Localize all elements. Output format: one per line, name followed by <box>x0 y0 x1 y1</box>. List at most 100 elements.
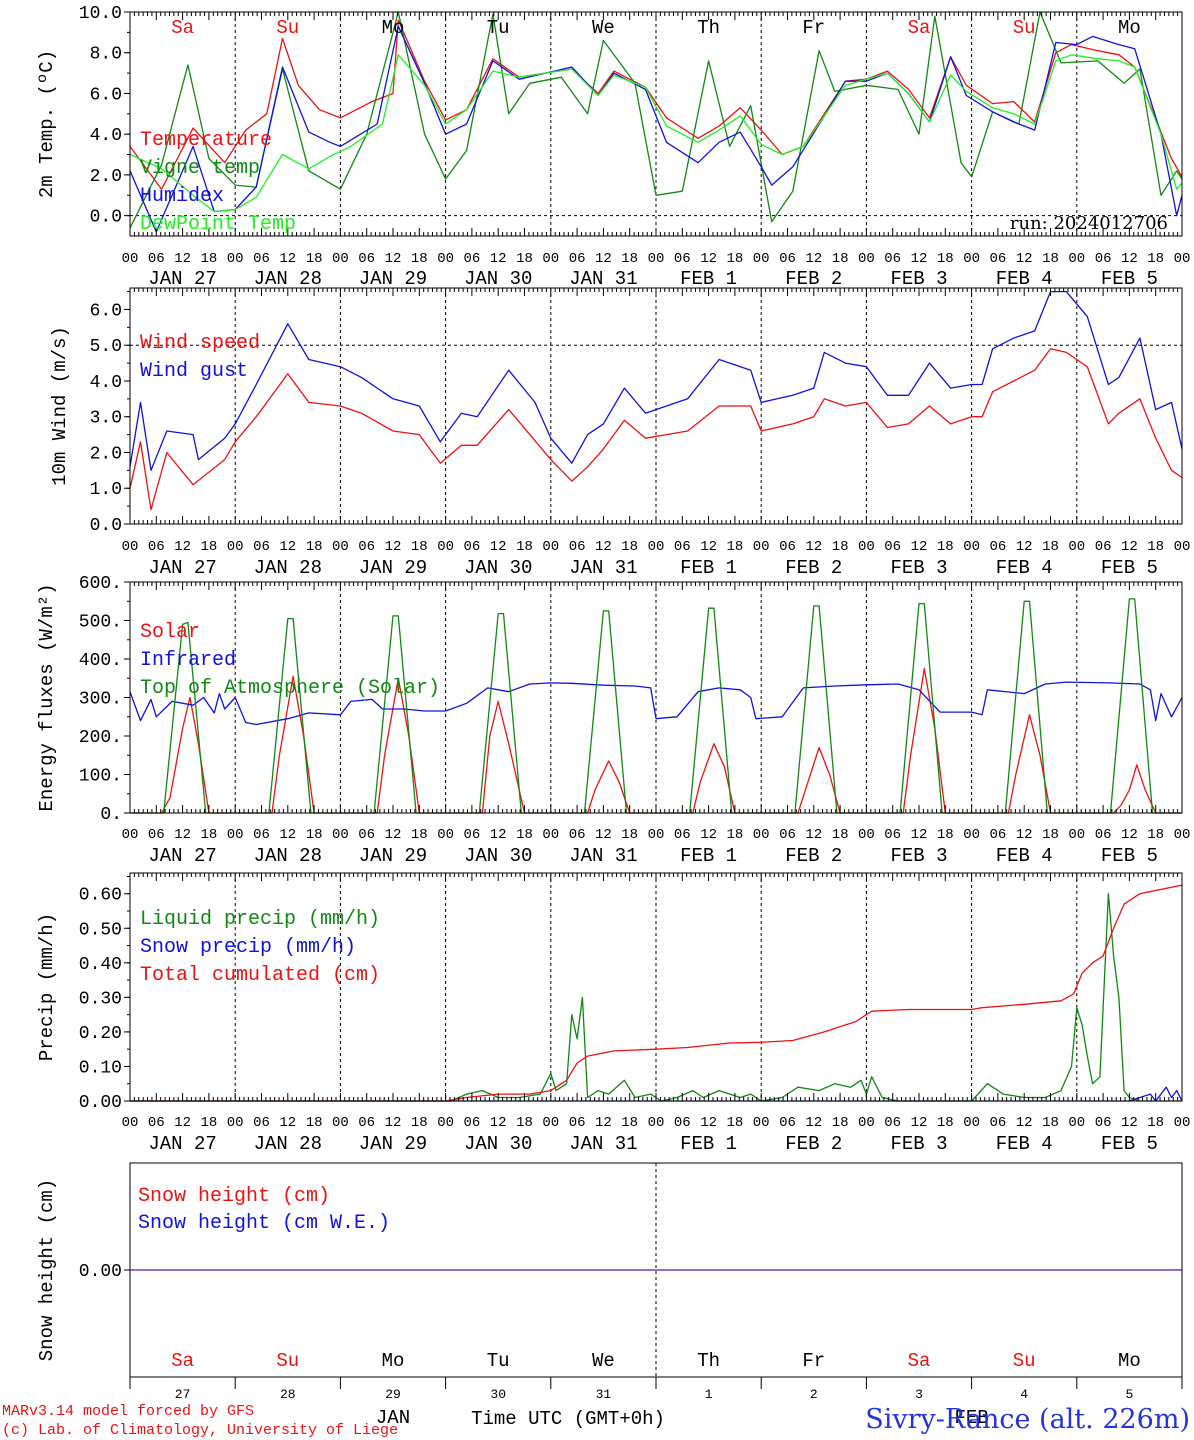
weekday-label: We <box>592 1350 615 1372</box>
hour-tick-label: 06 <box>884 539 901 555</box>
weekday-label: Fr <box>802 17 825 39</box>
y-tick-label: 0.00 <box>79 1262 122 1282</box>
hour-tick-label: 18 <box>726 539 743 555</box>
hour-tick-label: 00 <box>437 539 454 555</box>
hour-tick-label: 12 <box>385 251 402 267</box>
hour-tick-label: 12 <box>1121 251 1138 267</box>
hour-tick-label: 06 <box>989 827 1006 843</box>
hour-tick-label: 12 <box>385 827 402 843</box>
hour-tick-label: 06 <box>463 539 480 555</box>
weekday-label: Sa <box>171 17 194 39</box>
day-tick-label: FEB 4 <box>996 845 1053 867</box>
weekday-label: Sa <box>908 1350 931 1372</box>
day-tick-label: JAN 31 <box>569 1133 637 1155</box>
hour-tick-label: 06 <box>463 1115 480 1131</box>
hour-tick-label: 06 <box>358 539 375 555</box>
series-line-vigne-temp <box>129 11 1183 229</box>
hour-tick-label: 18 <box>1147 539 1164 555</box>
hour-tick-label: 06 <box>779 827 796 843</box>
hour-tick-label: 18 <box>306 1115 323 1131</box>
hour-tick-label: 18 <box>832 1115 849 1131</box>
hour-tick-label: 12 <box>279 251 296 267</box>
hour-tick-label: 18 <box>726 827 743 843</box>
day-tick-label: JAN 30 <box>464 268 532 290</box>
hour-tick-label: 12 <box>595 539 612 555</box>
hour-tick-label: 12 <box>174 539 191 555</box>
bottom-day-number: 5 <box>1125 1387 1133 1402</box>
hour-tick-label: 18 <box>200 827 217 843</box>
hour-tick-label: 12 <box>1121 1115 1138 1131</box>
legend-entry: Vigne temp <box>140 157 260 180</box>
day-tick-label: FEB 3 <box>890 845 947 867</box>
hour-tick-label: 18 <box>832 251 849 267</box>
legend-entry: DewPoint Temp <box>140 213 296 236</box>
series-line-infrared <box>129 681 1183 726</box>
weekday-label: Sa <box>171 1350 194 1372</box>
legend-entry: Total cumulated (cm) <box>140 964 380 987</box>
hour-tick-label: 12 <box>805 827 822 843</box>
day-tick-label: JAN 28 <box>254 1133 322 1155</box>
weekday-label: Sa <box>908 17 931 39</box>
hour-tick-label: 06 <box>989 539 1006 555</box>
grid-layer <box>130 12 1182 1377</box>
bottom-axis-title: Time UTC (GMT+0h) <box>471 1408 665 1430</box>
hour-tick-label: 12 <box>385 539 402 555</box>
y-tick-label: 10.0 <box>79 4 122 24</box>
hour-tick-label: 06 <box>148 827 165 843</box>
hour-tick-label: 00 <box>1174 251 1191 267</box>
day-tick-label: FEB 2 <box>785 268 842 290</box>
hour-tick-label: 06 <box>779 251 796 267</box>
hour-tick-label: 00 <box>227 539 244 555</box>
hour-tick-label: 18 <box>516 539 533 555</box>
hour-tick-label: 18 <box>621 1115 638 1131</box>
hour-tick-label: 18 <box>1042 827 1059 843</box>
hour-tick-label: 18 <box>937 1115 954 1131</box>
series-line-total-cumulated-cm- <box>130 884 1183 1102</box>
hour-tick-label: 00 <box>858 1115 875 1131</box>
day-tick-label: FEB 3 <box>890 557 947 579</box>
hour-tick-label: 12 <box>700 539 717 555</box>
hour-tick-label: 18 <box>621 827 638 843</box>
hour-tick-label: 06 <box>674 251 691 267</box>
hour-tick-label: 00 <box>648 1115 665 1131</box>
day-tick-label: FEB 1 <box>680 557 737 579</box>
bottom-day-number: 30 <box>490 1387 506 1402</box>
day-tick-label: FEB 1 <box>680 268 737 290</box>
day-tick-label: JAN 30 <box>464 845 532 867</box>
hour-tick-label: 12 <box>595 1115 612 1131</box>
hour-tick-label: 06 <box>884 827 901 843</box>
y-axis-label: Snow height (cm) <box>36 1179 58 1361</box>
y-tick-label: 0.30 <box>79 989 122 1009</box>
hour-tick-label: 00 <box>122 251 139 267</box>
hour-tick-label: 06 <box>358 1115 375 1131</box>
legend-entry: Liquid precip (mm/h) <box>140 908 380 931</box>
y-tick-label: 0.0 <box>90 516 122 536</box>
hour-tick-label: 12 <box>700 827 717 843</box>
hour-tick-label: 18 <box>1147 251 1164 267</box>
hour-tick-label: 18 <box>937 827 954 843</box>
hour-tick-label: 00 <box>437 1115 454 1131</box>
frame-layer <box>124 11 1183 1389</box>
hour-tick-label: 12 <box>279 1115 296 1131</box>
day-tick-label: JAN 28 <box>254 268 322 290</box>
hour-tick-label: 06 <box>253 827 270 843</box>
hour-tick-label: 00 <box>963 251 980 267</box>
weekday-label: Tu <box>487 17 510 39</box>
hour-tick-label: 00 <box>858 827 875 843</box>
weekday-label: Su <box>276 17 299 39</box>
hour-tick-label: 00 <box>542 251 559 267</box>
hour-tick-label: 06 <box>569 251 586 267</box>
hour-tick-label: 18 <box>411 539 428 555</box>
day-tick-label: FEB 4 <box>996 268 1053 290</box>
hour-tick-label: 00 <box>542 539 559 555</box>
weekday-label: Mo <box>382 17 405 39</box>
bottom-day-number: 31 <box>596 1387 612 1402</box>
y-tick-label: 300. <box>79 690 122 710</box>
y-tick-label: 2.0 <box>90 444 122 464</box>
hour-tick-label: 00 <box>227 827 244 843</box>
legend-entry: Solar <box>140 621 200 644</box>
hour-tick-label: 18 <box>306 251 323 267</box>
y-tick-label: 0. <box>100 805 122 825</box>
hour-tick-label: 06 <box>253 1115 270 1131</box>
